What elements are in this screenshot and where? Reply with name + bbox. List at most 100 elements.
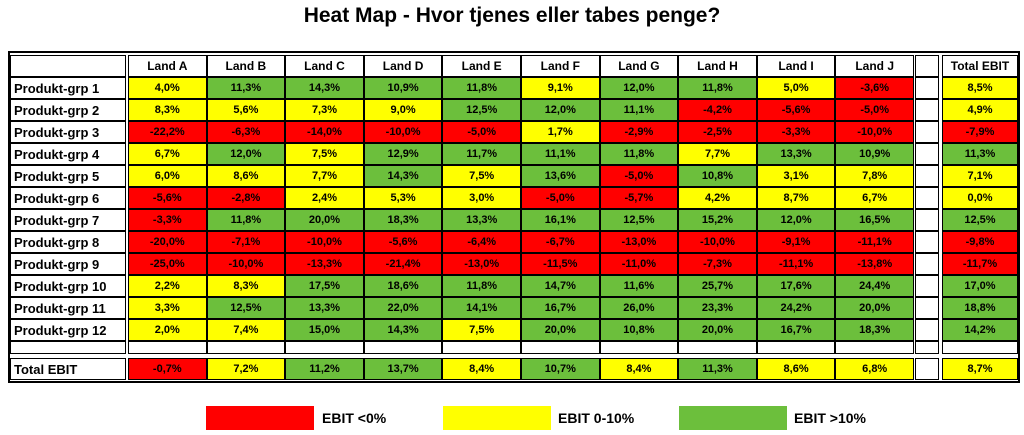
heatmap-cell: -2,9% [599,121,679,143]
heatmap-cell: 11,1% [599,99,679,121]
heatmap-cell: 22,0% [363,297,443,319]
separator-cell [206,341,286,354]
heatmap-cell: -22,2% [128,121,207,143]
header-corner-cell [10,55,126,77]
row-total-cell: -11,7% [942,253,1018,275]
row-total-cell: 17,0% [942,275,1018,297]
heatmap-cell: -10,0% [678,231,757,253]
heatmap-cell: 8,3% [206,275,286,297]
row-total-cell: -7,9% [942,121,1018,143]
column-header: Land E [442,55,521,77]
heatmap-cell: 6,0% [128,165,207,187]
heatmap-cell: 2,0% [128,319,207,341]
legend-swatch-negative [206,406,314,430]
spacer-cell [915,55,939,77]
heatmap-cell: -5,0% [599,165,679,187]
heatmap-cell: 5,3% [363,187,443,209]
heatmap-cell: 11,3% [206,77,286,99]
spacer-cell [915,231,939,253]
row-total-cell: 7,1% [942,165,1018,187]
row-label: Produkt-grp 7 [10,209,126,231]
heatmap-cell: 7,5% [442,319,521,341]
heatmap-cell: -13,8% [835,253,914,275]
total-row-cell: 11,3% [678,358,757,380]
total-row-cell: 6,8% [835,358,914,380]
column-header: Land G [599,55,679,77]
heatmap-cell: 12,0% [206,143,286,165]
grand-total-cell: 8,7% [942,358,1018,380]
heatmap-cell: -3,3% [128,209,207,231]
legend-label-negative: EBIT <0% [322,410,387,426]
row-label: Produkt-grp 1 [10,77,126,99]
heatmap-cell: -13,3% [285,253,364,275]
separator-cell [678,341,757,354]
heatmap-cell: -5,0% [442,121,521,143]
legend-label-high: EBIT >10% [794,410,866,426]
row-label: Produkt-grp 6 [10,187,126,209]
heatmap-cell: 12,0% [599,77,679,99]
total-row-cell: 8,4% [442,358,521,380]
heatmap-cell: 24,4% [835,275,914,297]
heatmap-cell: 24,2% [756,297,836,319]
heatmap-cell: 3,1% [756,165,836,187]
heatmap-cell: -4,2% [678,99,757,121]
column-header: Land I [756,55,836,77]
heatmap-cell: 11,8% [442,275,521,297]
heatmap-cell: 20,0% [521,319,600,341]
heatmap-cell: 1,7% [521,121,600,143]
heatmap-cell: 12,0% [756,209,836,231]
heatmap-cell: -13,0% [599,231,679,253]
heatmap-cell: 12,5% [206,297,286,319]
heatmap-cell: 17,5% [285,275,364,297]
heatmap-cell: 7,5% [442,165,521,187]
heatmap-cell: 8,7% [756,187,836,209]
heatmap-cell: 15,0% [285,319,364,341]
heatmap-cell: -5,6% [363,231,443,253]
heatmap-cell: 11,1% [521,143,600,165]
separator-cell [10,341,126,354]
heatmap-cell: 20,0% [835,297,914,319]
heatmap-cell: 14,3% [285,77,364,99]
row-total-cell: 0,0% [942,187,1018,209]
heatmap-cell: 17,6% [756,275,836,297]
heatmap-cell: 11,7% [442,143,521,165]
legend-swatch-low [443,406,551,430]
heatmap-cell: 5,6% [206,99,286,121]
heatmap-cell: 16,1% [521,209,600,231]
heatmap-cell: 8,3% [128,99,207,121]
heatmap-cell: -14,0% [285,121,364,143]
heatmap-cell: 10,8% [599,319,679,341]
separator-cell [442,341,521,354]
heatmap-cell: -10,0% [835,121,914,143]
column-header: Land D [363,55,443,77]
heatmap-cell: -7,3% [678,253,757,275]
heatmap-cell: 18,3% [363,209,443,231]
separator-cell [128,341,207,354]
heatmap-cell: 11,8% [206,209,286,231]
row-label: Produkt-grp 5 [10,165,126,187]
heatmap-cell: 10,9% [363,77,443,99]
heatmap-cell: 6,7% [835,187,914,209]
heatmap-cell: 14,1% [442,297,521,319]
heatmap-cell: 7,5% [285,143,364,165]
heatmap-cell: 9,1% [521,77,600,99]
spacer-cell [915,209,939,231]
row-label: Produkt-grp 4 [10,143,126,165]
heatmap-cell: 14,3% [363,319,443,341]
row-total-cell: 12,5% [942,209,1018,231]
heatmap-cell: 9,0% [363,99,443,121]
total-column-header: Total EBIT [942,55,1018,77]
row-label: Produkt-grp 11 [10,297,126,319]
row-total-cell: 11,3% [942,143,1018,165]
total-row-cell: 8,6% [756,358,836,380]
heatmap-cell: -13,0% [442,253,521,275]
heatmap-cell: 12,5% [442,99,521,121]
total-row-cell: 7,2% [206,358,286,380]
heatmap-cell: 14,3% [363,165,443,187]
spacer-cell [915,319,939,341]
spacer-cell [915,143,939,165]
heatmap-cell: 5,0% [756,77,836,99]
heatmap-cell: -25,0% [128,253,207,275]
heatmap-cell: 23,3% [678,297,757,319]
heatmap-cell: -2,8% [206,187,286,209]
